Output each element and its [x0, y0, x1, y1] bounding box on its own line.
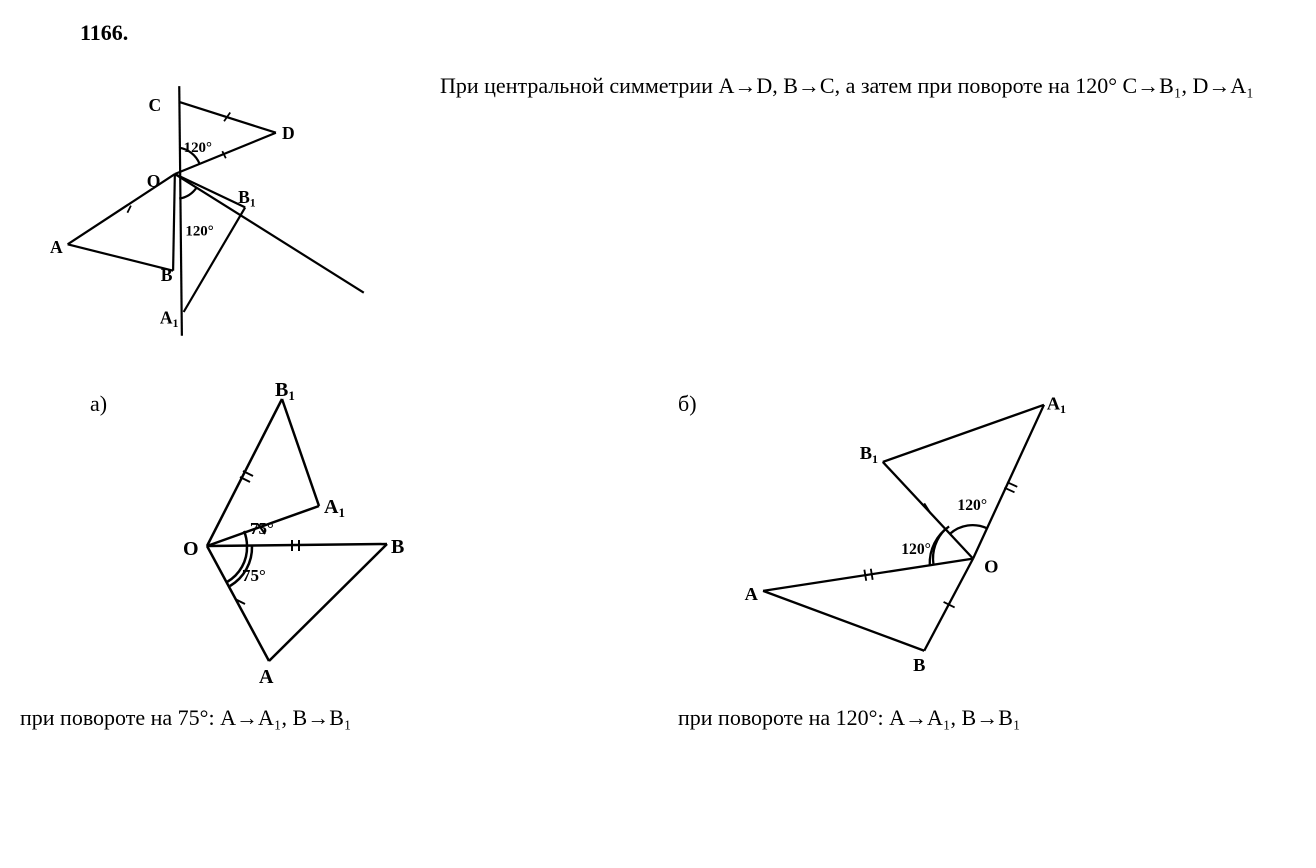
pb-o: O — [984, 556, 998, 576]
problem-number: 1166. — [80, 20, 1296, 46]
pb-b: B — [913, 655, 925, 675]
part-a-diagram: B1 A1 O B A 75° 75° — [127, 371, 477, 691]
label-c: C — [148, 95, 161, 115]
part-b-label: б) — [678, 391, 697, 417]
label-d: D — [282, 123, 295, 143]
pa-75a: 75° — [250, 519, 274, 538]
pb-a: A — [744, 584, 758, 604]
top-section: C D O A B B1 A1 120° 120° При центрально… — [20, 51, 1296, 341]
pb-120b: 120° — [901, 541, 931, 558]
pa-o: O — [183, 538, 199, 560]
pa-a1: A1 — [324, 496, 345, 520]
part-a-text: при повороте на 75°: A→A₁, B→B₁ — [20, 701, 638, 734]
label-b1: B1 — [238, 187, 256, 210]
angle-120-bot: 120° — [185, 224, 213, 240]
pb-120a: 120° — [957, 497, 987, 514]
pa-b: B — [391, 536, 404, 558]
pa-a: A — [259, 666, 274, 688]
part-b-text: при повороте на 120°: A→A₁, B→B₁ — [678, 701, 1296, 734]
pa-b1: B1 — [275, 379, 295, 403]
part-b: б) — [678, 371, 1296, 734]
label-a1: A1 — [160, 307, 179, 330]
part-b-diagram: A1 B1 O A B 120° 120° — [717, 371, 1067, 691]
pb-b1: B1 — [859, 443, 877, 466]
pa-75b: 75° — [242, 566, 266, 585]
part-a-label: а) — [90, 391, 107, 417]
top-explanation: При центральной симметрии A→D, B→C, а за… — [400, 51, 1254, 102]
angle-120-top: 120° — [184, 140, 212, 156]
label-o: O — [147, 171, 161, 191]
top-diagram: C D O A B B1 A1 120° 120° — [20, 51, 400, 341]
pb-a1: A1 — [1046, 393, 1065, 416]
label-a: A — [50, 237, 63, 257]
part-a: а) — [20, 371, 638, 734]
bottom-section: а) — [20, 371, 1296, 734]
label-b: B — [161, 265, 173, 285]
